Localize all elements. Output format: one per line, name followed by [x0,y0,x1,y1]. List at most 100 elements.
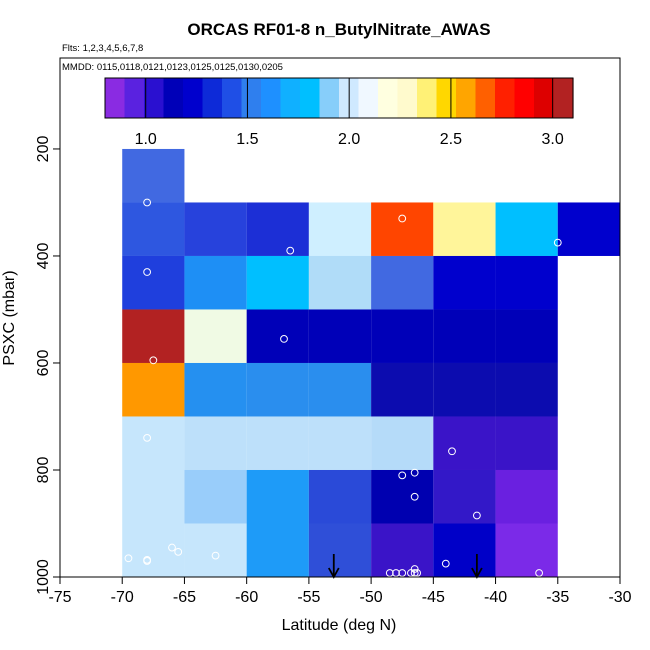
heatmap-cell-5 [371,202,434,256]
heatmap-cell-23 [122,362,185,417]
colorbar-tick-label-1: 1.5 [236,131,258,148]
heatmap-cell-26 [308,362,372,417]
heatmap-cell-6 [433,202,496,256]
heatmap-cell-49 [433,523,496,577]
heatmap-cell-13 [371,255,434,310]
data-point-11 [410,492,419,501]
data-point-12 [472,511,481,520]
heatmap-cell-16 [122,309,185,363]
colorbar-segment-23 [553,78,574,118]
colorbar-segment-21 [514,78,535,118]
heatmap-cell-7 [495,202,558,256]
x-tick-label-8: -35 [546,589,569,606]
heatmap-cell-19 [308,309,372,363]
colorbar-segment-17 [436,78,457,118]
data-point-23 [392,569,400,577]
heatmap-cell-33 [308,416,372,470]
data-point-19 [441,559,450,568]
y-tick-label-1: 400 [35,243,52,270]
heatmap-cell-15 [495,255,558,310]
colorbar-segment-15 [397,78,418,118]
y-tick-label-0: 200 [35,136,52,163]
heatmap-cell-39 [246,469,309,524]
colorbar-segment-20 [495,78,516,118]
heatmap-cell-11 [246,255,309,310]
heatmap-cell-42 [433,469,496,524]
heatmap-cell-4 [308,202,372,256]
heatmap-cell-31 [184,416,247,470]
heatmap-cell-22 [495,309,558,363]
data-point-7 [143,433,152,442]
chart-title: ORCAS RF01-8 n_ButylNitrate_AWAS [187,20,490,39]
data-point-0 [143,198,152,207]
data-point-13 [168,543,176,552]
data-point-18 [143,557,152,565]
dates-label: MMDD: 0115,0118,0121,0123,0125,0125,0130… [62,62,283,73]
heatmap-cell-24 [184,362,247,417]
x-tick-label-3: -60 [235,589,258,606]
data-point-10 [398,471,407,480]
heatmap-cells [122,148,620,577]
x-tick-label-0: -75 [48,589,71,606]
data-point-1 [398,214,407,223]
heatmap-cell-14 [433,255,496,310]
heatmap-cell-2 [184,202,247,256]
data-point-24 [398,569,407,577]
colorbar-segment-8 [261,78,282,118]
data-point-16 [124,554,133,563]
heatmap-cell-9 [122,255,185,310]
flight-points [124,198,562,577]
x-axis-label: Latitude (deg N) [282,617,397,634]
colorbar-segment-1 [124,78,145,118]
colorbar-segment-18 [456,78,477,118]
data-point-27 [413,569,422,577]
data-point-14 [174,547,183,556]
colorbar-segment-5 [202,78,223,118]
flights-label: Flts: 1,2,3,4,5,6,7,8 [62,43,143,54]
heatmap-cell-8 [557,202,620,256]
colorbar-segment-19 [475,78,496,118]
heatmap-cell-29 [495,362,558,417]
heatmap-cell-50 [495,523,558,577]
colorbar-segment-14 [378,78,399,118]
x-tick-label-1: -70 [111,589,134,606]
heatmap-cell-18 [246,309,309,363]
colorbar-segment-6 [222,78,243,118]
colorbar-segment-9 [280,78,301,118]
colorbar: 1.0 1.5 2.0 2.5 3.0 [104,77,574,148]
heatmap-cell-41 [371,469,434,524]
heatmap-cell-32 [246,416,309,470]
heatmap-cell-43 [495,469,558,524]
x-tick-label-6: -45 [422,589,445,606]
heatmap-cell-1 [122,202,185,256]
heatmap-cell-20 [371,309,434,363]
y-tick-label-4: 1000 [35,559,52,595]
heatmap-cell-37 [122,469,185,524]
colorbar-segment-10 [300,78,321,118]
heatmap-cell-0 [122,148,185,203]
data-point-15 [211,551,220,560]
data-point-6 [149,356,158,365]
heatmap-cell-47 [308,523,372,577]
colorbar-segment-3 [163,78,184,118]
heatmap-cell-48 [371,523,434,577]
data-point-22 [385,569,394,577]
y-axis-label: PSXC (mbar) [1,270,18,365]
x-axis: -75 -70 -65 -60 -55 -50 -45 -40 -35 -30 [48,576,632,606]
heatmap-cell-27 [371,362,434,417]
heatmap-cell-45 [184,523,247,577]
data-point-2 [286,246,295,255]
heatmap-cell-25 [246,362,309,417]
colorbar-segment-22 [534,78,555,118]
heatmap-cell-46 [246,523,309,577]
x-tick-label-2: -65 [173,589,196,606]
colorbar-segment-16 [417,78,438,118]
data-point-26 [410,569,419,577]
x-tick-label-4: -55 [297,589,320,606]
colorbar-segment-0 [105,78,126,118]
data-point-21 [535,569,544,577]
data-point-4 [143,268,152,276]
y-axis: 200 400 600 800 1000 [35,58,61,595]
heatmap-cell-12 [308,255,372,310]
